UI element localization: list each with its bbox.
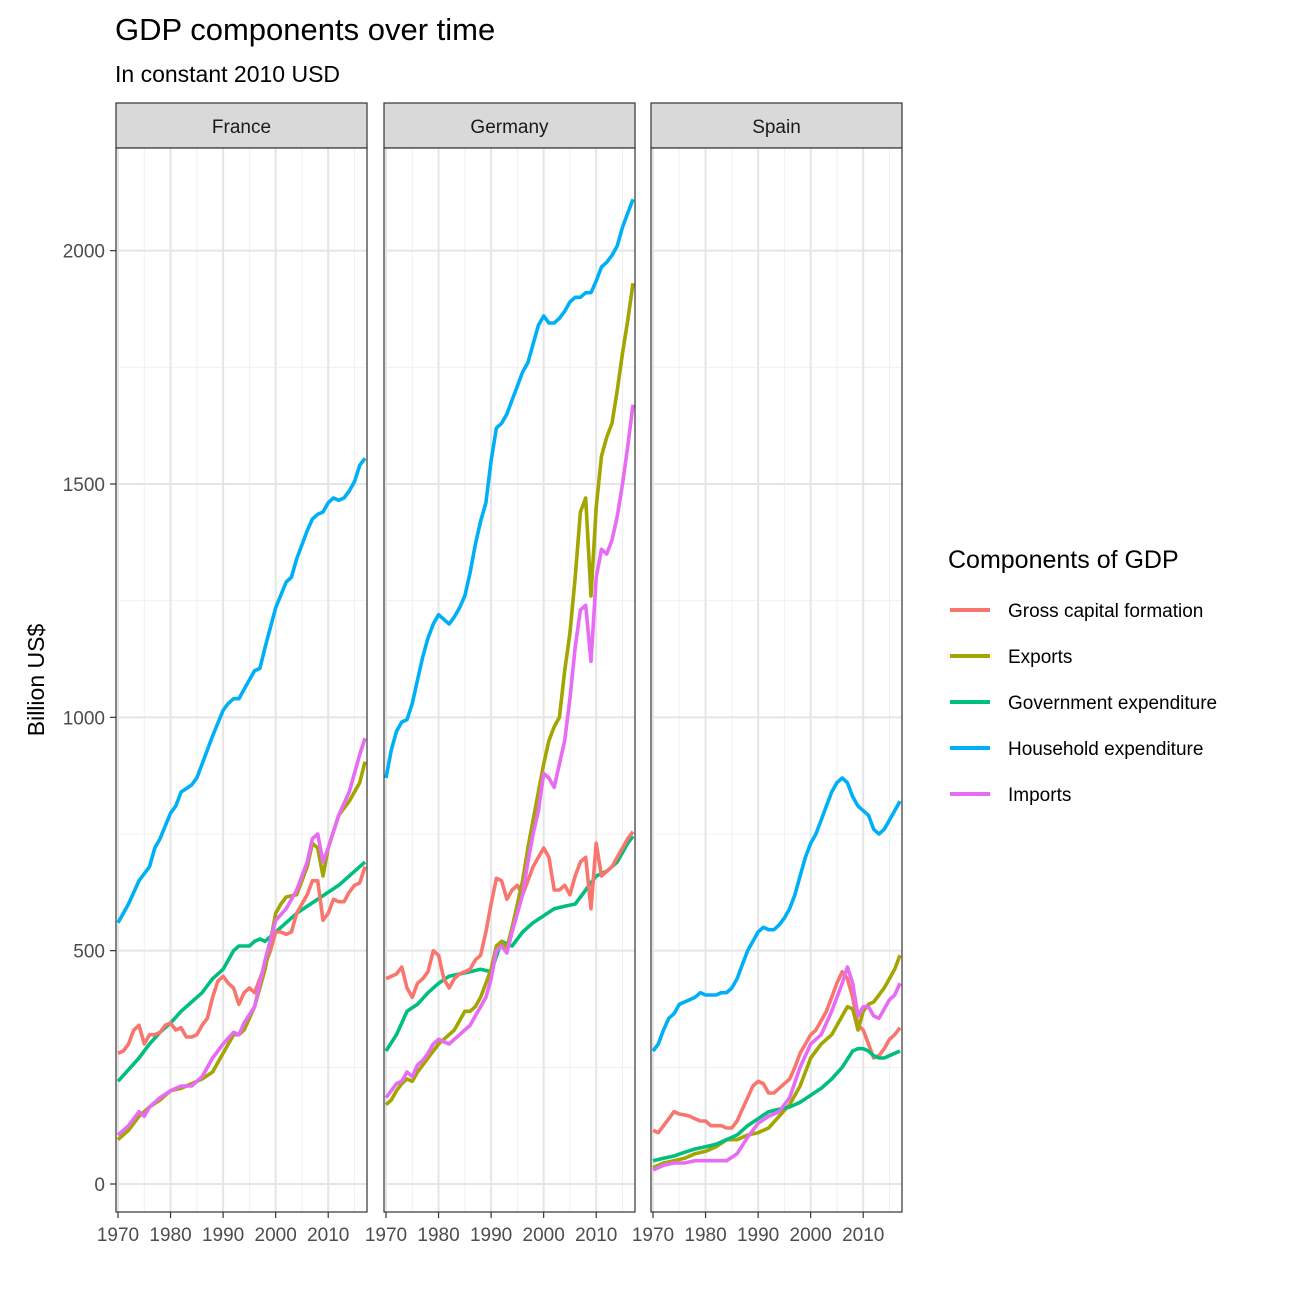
x-tick-label: 1980 xyxy=(417,1225,459,1246)
series-line-imports xyxy=(116,737,367,1137)
y-tick-label: 500 xyxy=(73,942,105,963)
legend-item-gross-capital-formation: Gross capital formation xyxy=(950,601,1203,622)
x-tick-label: 1990 xyxy=(470,1225,512,1246)
series-line-imports xyxy=(652,965,902,1172)
panel-border xyxy=(383,147,636,1213)
y-axis-label: Billion US$ xyxy=(23,624,49,737)
series-line-household-expenditure xyxy=(651,776,902,1053)
legend-label: Government expenditure xyxy=(1008,693,1217,714)
chart-title: GDP components over time xyxy=(115,12,495,47)
panel-border xyxy=(650,147,903,1213)
x-tick-label: 2010 xyxy=(307,1225,349,1246)
x-tick-label: 2010 xyxy=(842,1225,884,1246)
series-line-imports xyxy=(384,404,635,1099)
y-tick-label: 1000 xyxy=(63,708,105,729)
panel-background xyxy=(116,148,367,1212)
x-tick-label: 2010 xyxy=(575,1225,617,1246)
facet-strip xyxy=(650,102,903,149)
panel-border xyxy=(115,147,368,1213)
legend: Components of GDP Gross capital formatio… xyxy=(948,546,1217,806)
x-tick-label: 1980 xyxy=(684,1225,726,1246)
facet-strip-label: Spain xyxy=(752,117,801,138)
legend-title: Components of GDP xyxy=(948,546,1179,574)
facet-strip-label: Germany xyxy=(470,117,549,138)
x-tick-label: 1970 xyxy=(97,1225,139,1246)
y-tick-label: 2000 xyxy=(63,242,105,263)
series-line-gross-capital-formation xyxy=(117,866,367,1055)
x-tick-label: 2000 xyxy=(523,1225,565,1246)
legend-label: Gross capital formation xyxy=(1008,601,1203,622)
x-tick-label: 2000 xyxy=(255,1225,297,1246)
series-line-household-expenditure xyxy=(384,198,635,779)
series-line-household-expenditure xyxy=(116,457,367,924)
series-line-government-expenditure xyxy=(652,1046,901,1163)
x-tick-label: 1970 xyxy=(632,1225,674,1246)
facet-germany: Germany 1970 1980 1990 2000 2010 xyxy=(365,102,636,1246)
x-tick-label: 1980 xyxy=(149,1225,191,1246)
x-tick-label: 2000 xyxy=(790,1225,832,1246)
legend-label: Imports xyxy=(1008,785,1071,806)
x-tick-label: 1990 xyxy=(202,1225,244,1246)
legend-item-household-expenditure: Household expenditure xyxy=(950,739,1203,760)
y-tick-label: 0 xyxy=(94,1175,105,1196)
panel-background xyxy=(651,148,902,1212)
facet-strip-label: France xyxy=(212,117,271,138)
y-tick-label: 1500 xyxy=(63,475,105,496)
legend-item-exports: Exports xyxy=(950,647,1072,668)
facet-strip xyxy=(115,102,368,149)
legend-item-imports: Imports xyxy=(950,785,1071,806)
x-tick-label: 1970 xyxy=(365,1225,407,1246)
legend-item-government-expenditure: Government expenditure xyxy=(950,693,1217,714)
facet-spain: Spain 1970 1980 1990 2000 2010 xyxy=(632,102,903,1246)
facet-strip xyxy=(383,102,636,149)
series-line-government-expenditure xyxy=(384,835,635,1052)
series-line-gross-capital-formation xyxy=(385,830,635,1000)
facet-panels: France 1970 1980 1990 2000 2010 0 500 1000 1500 20… xyxy=(63,102,903,1246)
facet-france: France 1970 1980 1990 2000 2010 0 500 1000 1500 20… xyxy=(63,102,368,1246)
chart-subtitle: In constant 2010 USD xyxy=(115,61,340,87)
x-tick-label: 1990 xyxy=(737,1225,779,1246)
legend-label: Household expenditure xyxy=(1008,739,1203,760)
legend-label: Exports xyxy=(1008,647,1072,668)
panel-background xyxy=(384,148,635,1212)
